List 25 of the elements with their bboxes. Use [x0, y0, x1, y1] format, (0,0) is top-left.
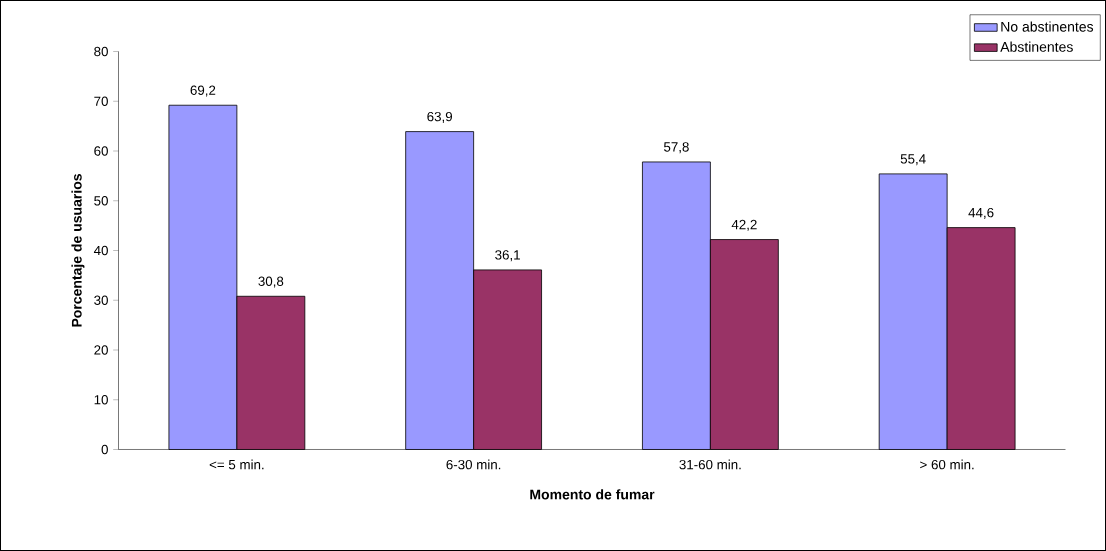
- data-label: 36,1: [495, 250, 520, 262]
- x-tick-label: 6-30 min.: [446, 459, 501, 470]
- y-tick-label: 60: [94, 146, 108, 156]
- legend-label: No abstinentes: [1001, 21, 1094, 32]
- y-tick-label: 0: [101, 444, 108, 455]
- y-tick-label: 70: [94, 96, 108, 106]
- y-tick-label: 30: [94, 295, 108, 305]
- y-tick-label: 40: [93, 245, 108, 256]
- y-tick-label: 50: [94, 196, 108, 206]
- y-tick-label: 10: [94, 395, 108, 405]
- y-tick-label: 20: [94, 345, 108, 355]
- data-label: 42,2: [731, 219, 757, 231]
- x-tick-label: <= 5 min.: [209, 459, 264, 470]
- y-axis-title: Porcentaje de usuarios: [71, 174, 85, 327]
- data-label: 44,6: [968, 207, 994, 219]
- data-label: 63,9: [427, 111, 453, 123]
- legend-label: Abstinentes: [1000, 41, 1073, 52]
- data-label: 30,8: [258, 276, 284, 288]
- data-label: 57,8: [663, 142, 689, 154]
- x-tick-label: 31-60 min.: [679, 459, 741, 470]
- data-label: 69,2: [190, 85, 216, 97]
- data-label: 55,4: [900, 154, 926, 166]
- y-tick-label: 80: [94, 46, 108, 57]
- x-tick-label: > 60 min.: [920, 459, 974, 470]
- x-axis-title: Momento de fumar: [530, 489, 655, 500]
